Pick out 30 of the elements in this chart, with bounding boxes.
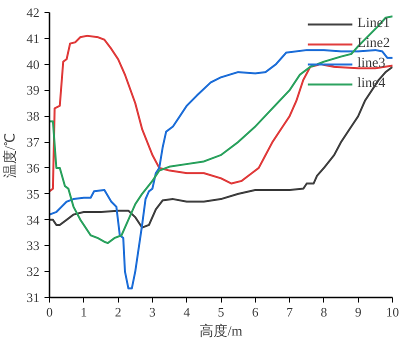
x-tick-label: 9 (354, 304, 362, 320)
x-tick-label: 7 (286, 304, 294, 320)
y-tick-label: 32 (26, 264, 40, 280)
x-tick-label: 8 (320, 304, 328, 320)
y-tick-label: 31 (26, 290, 40, 305)
y-tick-label: 36 (26, 160, 40, 176)
y-tick-label: 41 (26, 30, 40, 46)
x-tick-label: 6 (252, 304, 260, 320)
legend-label: line3 (357, 56, 386, 72)
y-axis-title: 温度/℃ (2, 133, 18, 178)
line-series (50, 66, 392, 229)
y-tick-label: 42 (26, 5, 40, 20)
line-series (50, 15, 392, 244)
y-tick-label: 34 (26, 212, 40, 228)
x-tick-label: 1 (80, 304, 88, 320)
y-tick-label: 38 (26, 108, 40, 124)
line-series (50, 49, 392, 290)
x-tick-label: 3 (149, 304, 156, 320)
x-tick-label: 10 (386, 304, 399, 320)
x-tick-label: 4 (183, 304, 190, 320)
x-tick-label: 5 (218, 304, 224, 320)
y-tick-label: 37 (26, 134, 40, 150)
y-tick-label: 39 (26, 82, 40, 98)
line-series (50, 34, 392, 192)
y-tick-label: 33 (26, 238, 40, 254)
x-axis-title: 高度/m (200, 324, 242, 340)
y-tick-label: 35 (26, 186, 40, 202)
y-tick-label: 40 (26, 56, 40, 72)
x-tick-label: 2 (114, 304, 122, 320)
x-tick-label: 0 (46, 304, 53, 320)
